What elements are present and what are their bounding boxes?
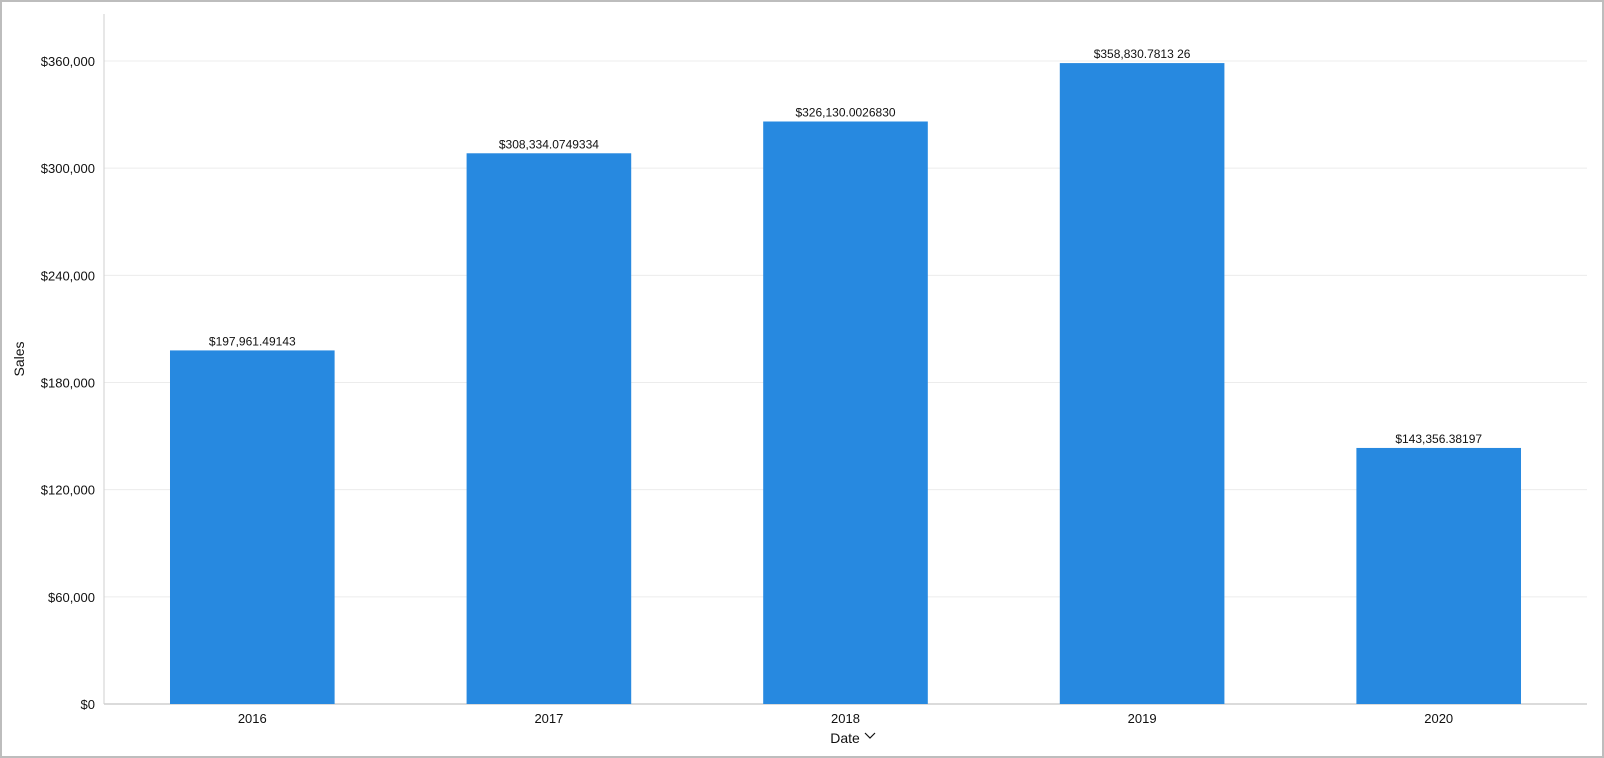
bar-2020[interactable]	[1356, 447, 1522, 704]
data-label-2018: $326,130.0026830	[795, 105, 895, 119]
x-tick-label: 2018	[831, 711, 860, 726]
bars	[169, 63, 1522, 705]
data-labels: $197,961.49143 $308,334.0749334 $326,130.0…	[209, 47, 1482, 446]
data-label-2020: $143,356.38197	[1395, 432, 1482, 446]
x-tick-label: 2020	[1424, 711, 1453, 726]
y-tick-label: $60,000	[48, 590, 95, 605]
y-tick-label: $360,000	[41, 54, 95, 69]
x-tick-label: 2017	[534, 711, 563, 726]
bar-2016[interactable]	[169, 350, 335, 704]
x-axis-title[interactable]: Date	[830, 730, 860, 746]
y-axis-title: Sales	[11, 341, 27, 376]
bar-2019[interactable]	[1059, 63, 1225, 704]
y-tick-label: $240,000	[41, 268, 95, 283]
x-axis-title-group[interactable]: Date	[830, 730, 876, 746]
x-tick-label: 2019	[1128, 711, 1157, 726]
y-tick-label: $0	[81, 697, 95, 712]
y-tick-label: $300,000	[41, 161, 95, 176]
bar-2017[interactable]	[466, 153, 632, 705]
x-axis-ticks: 2016 2017 2018 2019 2020	[238, 711, 1453, 726]
y-tick-label: $180,000	[41, 376, 95, 391]
chevron-down-icon[interactable]	[864, 732, 876, 739]
x-tick-label: 2016	[238, 711, 267, 726]
bar-2018[interactable]	[763, 121, 928, 704]
data-label-2017: $308,334.0749334	[499, 137, 599, 151]
data-label-2016: $197,961.49143	[209, 334, 296, 348]
y-axis-ticks: $0 $60,000 $120,000 $180,000 $240,000 $300,00…	[41, 54, 95, 712]
y-tick-label: $120,000	[41, 483, 95, 498]
data-label-2019: $358,830.7813 26	[1094, 47, 1191, 61]
